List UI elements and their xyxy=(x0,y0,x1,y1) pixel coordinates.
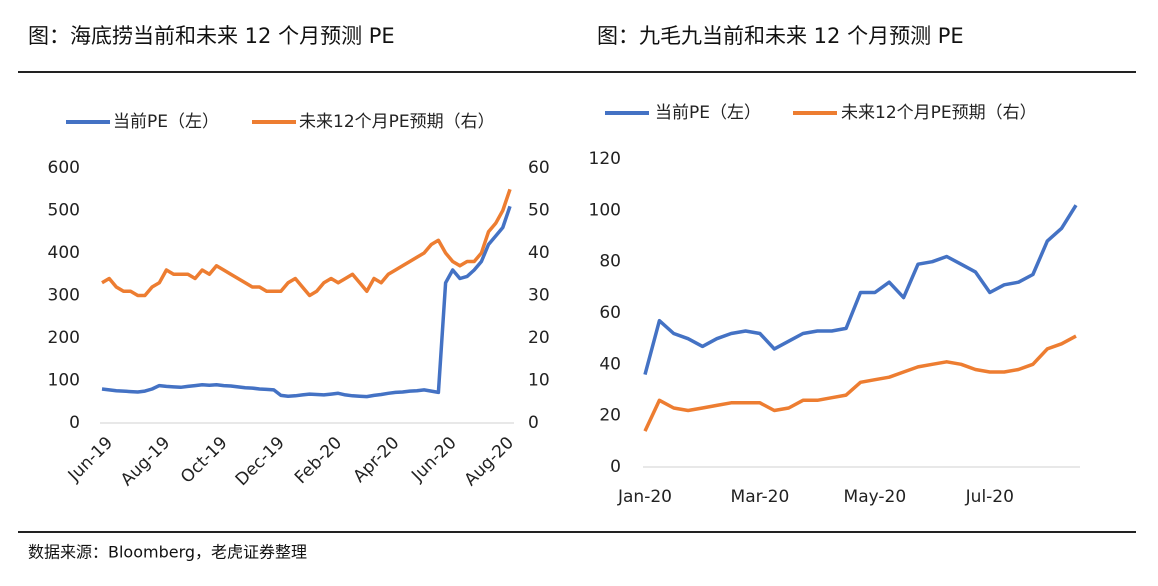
y-tick-label: 0 xyxy=(610,457,621,477)
x-tick-label: Oct-19 xyxy=(177,433,232,488)
y2-tick-label: 60 xyxy=(528,158,550,178)
x-tick-label: Aug-19 xyxy=(117,433,174,490)
legend-label: 当前PE（左） xyxy=(113,112,219,132)
chart-title: 图：九毛九当前和未来 12 个月预测 PE xyxy=(597,24,964,48)
series-line xyxy=(643,334,1077,432)
x-tick-label: Apr-20 xyxy=(350,433,404,487)
x-tick-label: Jun-20 xyxy=(407,433,460,486)
legend-label: 未来12个月PE预期（右） xyxy=(299,112,495,132)
y2-tick-label: 0 xyxy=(528,413,539,433)
y-tick-label: 600 xyxy=(48,158,80,178)
y-tick-label: 60 xyxy=(599,303,621,323)
x-tick-label: Aug-20 xyxy=(461,433,518,490)
x-tick-label: Dec-19 xyxy=(232,433,289,490)
y-tick-label: 120 xyxy=(589,149,621,169)
x-tick-label: Jan-20 xyxy=(617,487,672,507)
series-line xyxy=(643,204,1078,376)
y-tick-label: 400 xyxy=(48,243,80,263)
y-tick-label: 300 xyxy=(48,286,80,306)
y-tick-label: 500 xyxy=(48,201,80,221)
series-line xyxy=(101,205,512,399)
y-tick-label: 80 xyxy=(599,252,621,272)
y2-tick-label: 40 xyxy=(528,243,550,263)
x-tick-label: May-20 xyxy=(844,487,907,507)
y-tick-label: 20 xyxy=(599,406,621,426)
legend-label: 当前PE（左） xyxy=(655,103,761,123)
x-tick-label: Jun-19 xyxy=(64,433,117,486)
y2-tick-label: 10 xyxy=(528,371,550,391)
y-tick-label: 200 xyxy=(48,328,80,348)
y-tick-label: 40 xyxy=(599,354,621,374)
legend-label: 未来12个月PE预期（右） xyxy=(841,103,1037,123)
y-tick-label: 0 xyxy=(69,413,80,433)
y2-tick-label: 50 xyxy=(528,201,550,221)
y2-tick-label: 30 xyxy=(528,286,550,306)
source: 数据来源：Bloomberg，老虎证券整理 xyxy=(28,543,307,562)
x-tick-label: Jul-20 xyxy=(965,487,1014,507)
y2-tick-label: 20 xyxy=(528,328,550,348)
chart-title: 图：海底捞当前和未来 12 个月预测 PE xyxy=(28,24,395,48)
y-tick-label: 100 xyxy=(48,371,80,391)
x-tick-label: Mar-20 xyxy=(731,487,790,507)
y-tick-label: 100 xyxy=(589,200,621,220)
series-line xyxy=(101,188,512,298)
x-tick-label: Feb-20 xyxy=(291,433,346,488)
